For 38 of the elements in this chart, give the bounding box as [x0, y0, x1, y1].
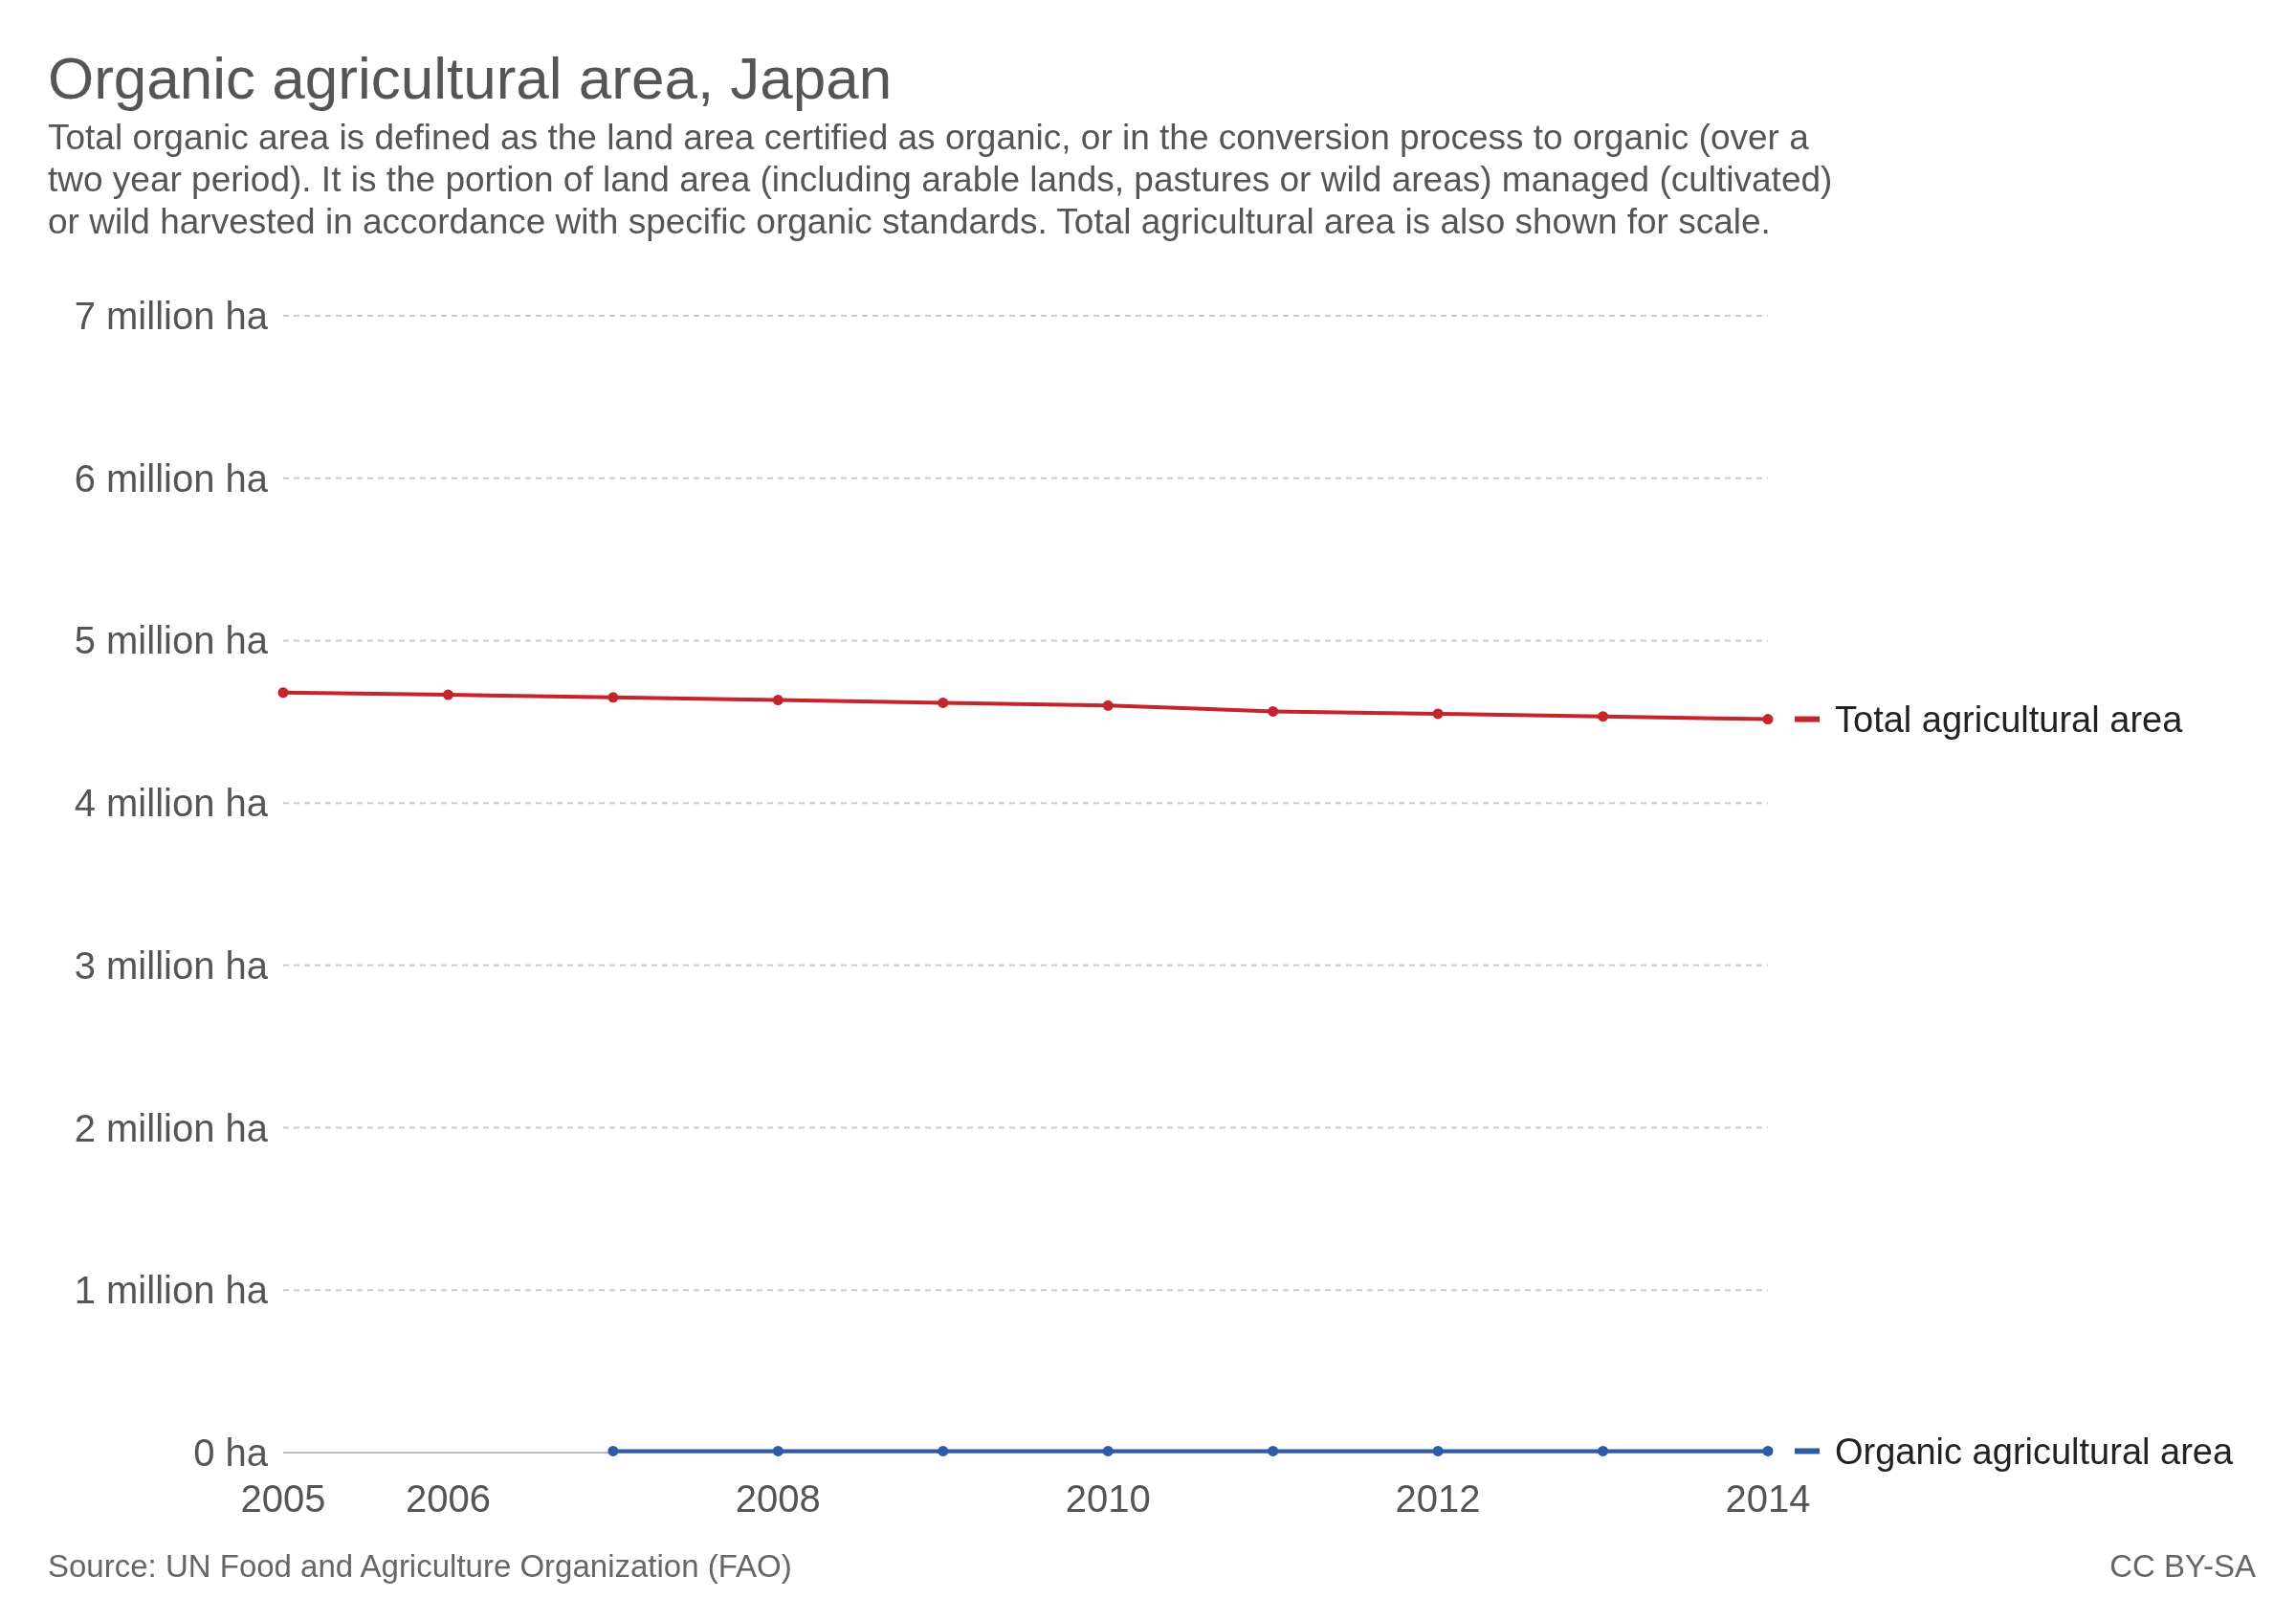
x-tick-label: 2012 [1395, 1477, 1481, 1520]
legend-label: Total agricultural area [1835, 699, 2184, 740]
point [1762, 714, 1774, 725]
point [1598, 711, 1609, 722]
y-tick-label: 7 million ha [74, 295, 269, 337]
point [1762, 1445, 1774, 1456]
legend-label: Organic agricultural area [1835, 1431, 2234, 1472]
point [607, 1445, 619, 1456]
point [938, 1445, 949, 1456]
y-tick-label: 6 million ha [74, 456, 269, 500]
point [277, 687, 289, 699]
point [1102, 699, 1114, 711]
x-tick-label: 2014 [1725, 1477, 1811, 1520]
y-tick-label: 0 ha [193, 1432, 269, 1474]
source-note: Source: UN Food and Agriculture Organization (FAO) [48, 1548, 792, 1584]
y-tick-label: 5 million ha [74, 619, 269, 662]
text: CC BY-SA [2109, 1548, 2256, 1584]
x-tick-label: 2008 [735, 1477, 821, 1520]
y-tick-label: 2 million ha [74, 1106, 269, 1149]
point [1268, 1445, 1279, 1456]
point [607, 692, 619, 703]
chart-title: Organic agricultural area, Japan [48, 45, 893, 111]
x-tick-label: 2005 [240, 1477, 326, 1520]
point [938, 697, 949, 708]
point [1102, 1445, 1114, 1456]
point [772, 1445, 784, 1456]
point [1598, 1445, 1609, 1456]
x-tick-label: 2006 [405, 1477, 491, 1520]
point [1432, 708, 1444, 720]
point [1432, 1445, 1444, 1456]
x-tick-label: 2010 [1065, 1477, 1151, 1520]
y-tick-label: 4 million ha [74, 782, 269, 825]
y-tick-label: 3 million ha [74, 944, 269, 987]
point [772, 695, 784, 706]
point [442, 689, 453, 700]
y-tick-label: 1 million ha [74, 1269, 269, 1312]
chart-subtitle: Total organic area is defined as the land area certified as organic, or in the conversion process to organic (over a two year period). It is the portion of land area (including arable lands, pastures or wild areas) managed (cultivated) or wild harvested in accordance with specific organic standards. Total agricultural area is also shown for scale. [48, 118, 1833, 241]
point [1268, 705, 1279, 717]
